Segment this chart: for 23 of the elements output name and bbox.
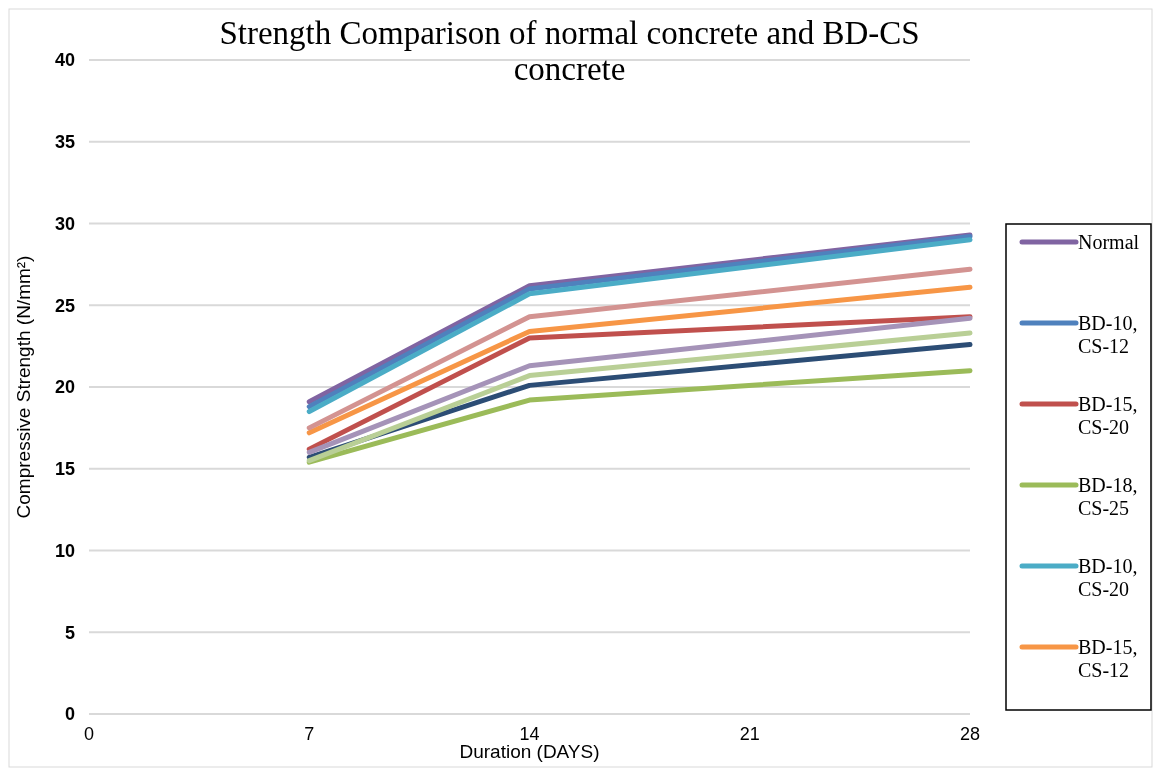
y-tick-label: 30 xyxy=(54,213,75,234)
y-tick-label: 35 xyxy=(54,132,75,153)
y-tick-label: 25 xyxy=(54,295,75,316)
legend-label: BD-10,CS-20 xyxy=(1078,555,1138,600)
legend-label: Normal xyxy=(1078,231,1140,253)
x-tick-label: 28 xyxy=(959,724,981,744)
legend-label: BD-18,CS-25 xyxy=(1078,474,1138,519)
y-tick-label: 5 xyxy=(64,622,75,643)
y-axis-title: Compressive Strength (N/mm²) xyxy=(13,255,34,519)
x-tick-label: 21 xyxy=(739,724,760,744)
legend-label: BD-15, CS-12 xyxy=(1078,636,1138,681)
y-tick-label: 20 xyxy=(54,377,75,398)
y-tick-label: 10 xyxy=(54,540,75,561)
x-tick-label: 14 xyxy=(519,724,540,744)
y-tick-label: 40 xyxy=(54,50,75,71)
chart-title: Strength Comparison of normal concrete and BD-CS concrete xyxy=(219,15,920,87)
legend-label: BD-15, CS-20 xyxy=(1078,393,1138,438)
x-tick-label: 0 xyxy=(83,724,95,744)
legend-label: BD-10, CS-12 xyxy=(1078,312,1138,357)
y-tick-label: 15 xyxy=(54,459,75,480)
y-tick-label: 0 xyxy=(64,704,75,725)
x-axis-title: Duration (DAYS) xyxy=(459,741,600,762)
x-tick-label: 7 xyxy=(304,724,315,744)
